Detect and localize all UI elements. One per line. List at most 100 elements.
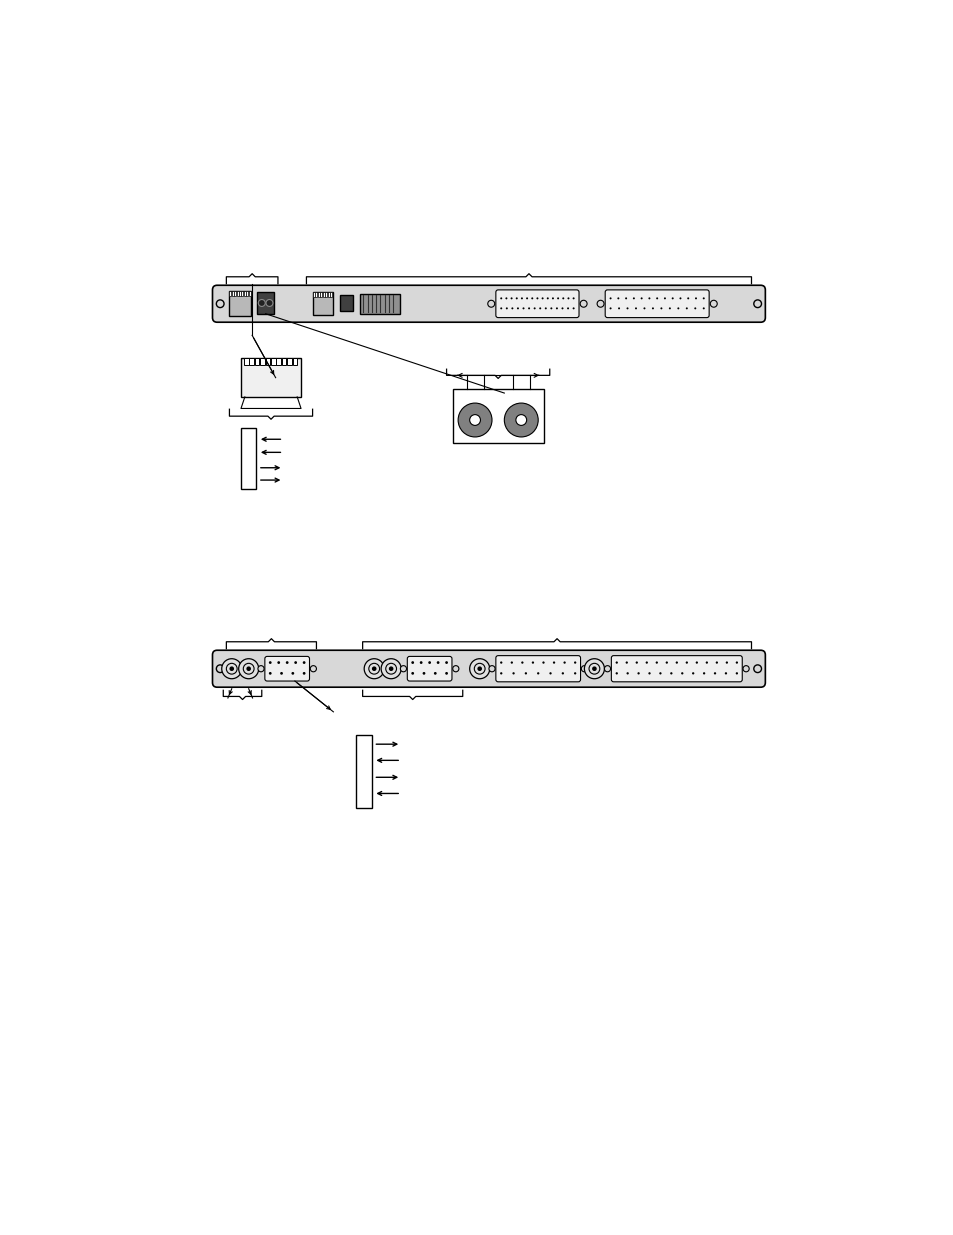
Circle shape — [615, 662, 618, 663]
FancyBboxPatch shape — [496, 656, 580, 682]
Circle shape — [516, 415, 526, 425]
Circle shape — [469, 658, 489, 679]
Circle shape — [294, 661, 296, 664]
Circle shape — [742, 666, 748, 672]
Bar — [249, 290, 251, 296]
Circle shape — [753, 300, 760, 308]
Circle shape — [670, 672, 672, 674]
Circle shape — [680, 672, 682, 674]
Circle shape — [557, 298, 558, 299]
Circle shape — [512, 672, 515, 674]
Circle shape — [753, 664, 760, 673]
Circle shape — [597, 300, 603, 308]
Bar — [320, 293, 322, 296]
Circle shape — [663, 298, 665, 299]
FancyBboxPatch shape — [407, 656, 452, 680]
Circle shape — [381, 658, 400, 679]
Circle shape — [656, 298, 658, 299]
Circle shape — [499, 308, 501, 309]
Circle shape — [624, 298, 626, 299]
Circle shape — [724, 672, 726, 674]
Circle shape — [474, 663, 484, 674]
Bar — [453, 389, 543, 443]
Circle shape — [536, 298, 537, 299]
Circle shape — [715, 662, 718, 663]
Circle shape — [694, 308, 696, 309]
Bar — [229, 290, 232, 296]
Bar — [314, 293, 317, 296]
Circle shape — [588, 663, 599, 674]
Circle shape — [372, 667, 376, 671]
Circle shape — [580, 666, 587, 672]
Circle shape — [642, 308, 645, 309]
Circle shape — [280, 672, 283, 674]
Circle shape — [488, 666, 495, 672]
Circle shape — [567, 298, 569, 299]
Circle shape — [566, 308, 568, 309]
Circle shape — [422, 672, 425, 674]
Circle shape — [445, 672, 448, 674]
Circle shape — [592, 667, 596, 671]
Circle shape — [505, 298, 507, 299]
Circle shape — [389, 667, 393, 671]
Circle shape — [632, 298, 634, 299]
Circle shape — [520, 662, 523, 663]
Circle shape — [385, 663, 396, 674]
Circle shape — [510, 298, 512, 299]
Circle shape — [626, 308, 628, 309]
Circle shape — [436, 661, 439, 664]
FancyBboxPatch shape — [265, 656, 309, 680]
Circle shape — [668, 308, 670, 309]
Circle shape — [243, 663, 253, 674]
Circle shape — [258, 300, 265, 306]
Circle shape — [524, 672, 526, 674]
Circle shape — [522, 308, 524, 309]
Circle shape — [525, 298, 528, 299]
Bar — [244, 358, 249, 366]
Circle shape — [618, 308, 619, 309]
Bar — [271, 358, 275, 366]
Bar — [265, 358, 270, 366]
Circle shape — [505, 308, 507, 309]
Circle shape — [648, 672, 650, 674]
Circle shape — [679, 298, 680, 299]
Circle shape — [499, 662, 502, 663]
Circle shape — [561, 298, 563, 299]
Circle shape — [677, 308, 679, 309]
Circle shape — [648, 298, 650, 299]
Bar — [229, 290, 251, 316]
Bar — [313, 293, 333, 315]
Circle shape — [725, 662, 727, 663]
Bar — [340, 294, 353, 311]
Circle shape — [541, 662, 544, 663]
Circle shape — [651, 308, 653, 309]
Circle shape — [221, 658, 241, 679]
Circle shape — [499, 298, 501, 299]
Circle shape — [229, 667, 233, 671]
Circle shape — [528, 308, 530, 309]
Bar — [360, 294, 400, 314]
Circle shape — [476, 667, 481, 671]
Circle shape — [246, 667, 251, 671]
Circle shape — [710, 300, 717, 308]
Bar — [260, 358, 265, 366]
Circle shape — [550, 308, 552, 309]
Circle shape — [537, 672, 538, 674]
Circle shape — [609, 298, 611, 299]
Circle shape — [695, 298, 697, 299]
Circle shape — [546, 298, 548, 299]
Circle shape — [665, 662, 667, 663]
Circle shape — [574, 672, 576, 674]
Circle shape — [572, 308, 574, 309]
Circle shape — [286, 661, 288, 664]
Bar — [293, 358, 297, 366]
Circle shape — [691, 672, 694, 674]
Circle shape — [563, 662, 565, 663]
Circle shape — [556, 308, 558, 309]
Circle shape — [635, 308, 637, 309]
Circle shape — [625, 662, 627, 663]
Circle shape — [434, 672, 436, 674]
Circle shape — [640, 298, 642, 299]
FancyBboxPatch shape — [213, 651, 764, 687]
Circle shape — [411, 661, 414, 664]
